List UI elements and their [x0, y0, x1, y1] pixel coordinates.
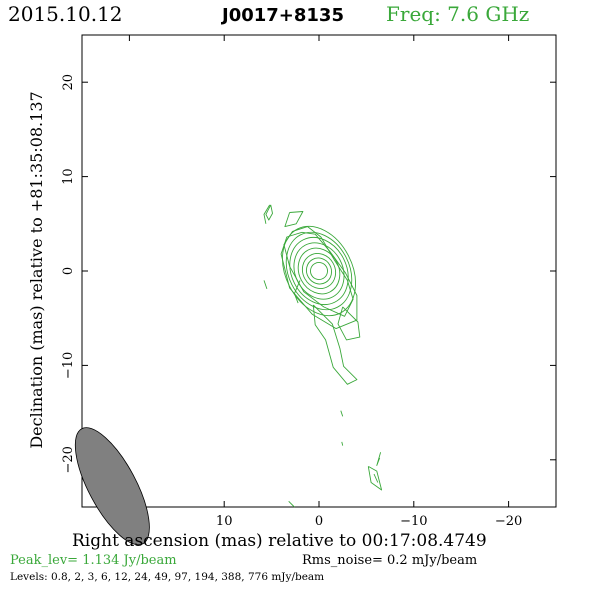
x-tick-label: −10 [400, 514, 427, 529]
x-tick-label: 0 [315, 514, 323, 529]
y-tick-label: 20 [61, 74, 76, 91]
core-contour [285, 231, 353, 311]
jet-contour [376, 452, 382, 466]
jet-contour [284, 211, 304, 228]
plot-frame [81, 34, 557, 508]
jet-contour [293, 280, 301, 304]
jet-contour [263, 280, 268, 290]
source-name: J0017+8135 [222, 5, 344, 26]
x-tick-label: 10 [216, 514, 233, 529]
jet-contour [373, 473, 379, 483]
jet-contour [341, 441, 344, 446]
beam-ellipse [74, 427, 150, 546]
jet-contour [340, 410, 344, 417]
jet-contour [312, 304, 358, 385]
core-contour [310, 262, 328, 280]
jet-contour [288, 500, 295, 508]
contour-levels: Levels: 0.8, 2, 3, 6, 12, 24, 49, 97, 19… [10, 571, 325, 583]
core-contour [289, 237, 349, 305]
x-axis-label: Right ascension (mas) relative to 00:17:… [72, 531, 487, 551]
jet-contour [337, 306, 361, 341]
y-tick-label: −10 [61, 352, 76, 379]
jet-contour [265, 204, 273, 221]
core-contour [297, 247, 341, 295]
y-axis-label: Declination (mas) relative to +81:35:08.… [27, 91, 46, 448]
frequency-label: Freq: 7.6 GHz [386, 2, 530, 26]
beam-layer [74, 427, 150, 546]
y-tick-label: 10 [61, 168, 76, 185]
y-tick-label: −20 [61, 446, 76, 473]
observation-date: 2015.10.12 [8, 2, 123, 26]
contour-layer [263, 204, 383, 508]
core-contour [293, 242, 345, 300]
peak-level: Peak_lev= 1.134 Jy/beam [10, 553, 177, 568]
core-contour [301, 253, 337, 289]
jet-contour [280, 231, 358, 330]
axis-ticks [82, 35, 556, 507]
jet-contour [263, 204, 271, 224]
core-contour [305, 257, 333, 285]
y-tick-label: 0 [61, 267, 76, 275]
x-tick-label: −20 [495, 514, 522, 529]
jet-contour [367, 466, 383, 491]
rms-noise: Rms_noise= 0.2 mJy/beam [302, 553, 478, 568]
